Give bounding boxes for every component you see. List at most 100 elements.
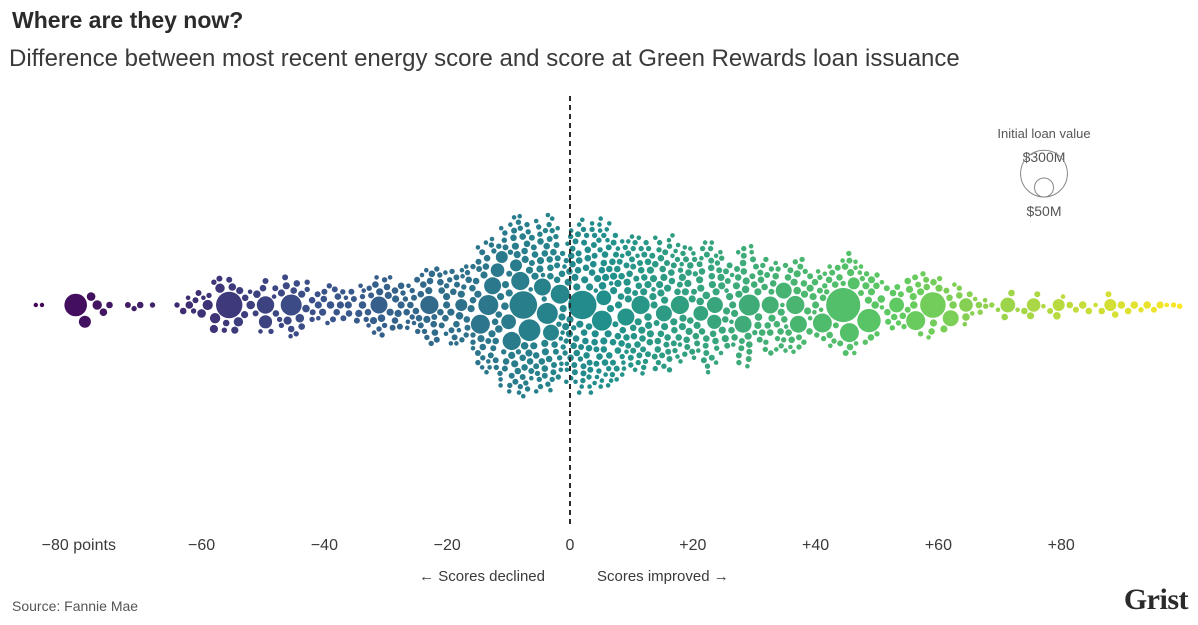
x-tick-label: +40	[802, 537, 829, 554]
loan-bubble	[537, 383, 544, 390]
loan-bubble	[826, 331, 833, 339]
loan-bubble	[538, 358, 546, 365]
loan-bubble	[977, 309, 983, 315]
loan-bubble	[549, 216, 555, 221]
loan-bubble	[775, 282, 792, 299]
loan-bubble	[405, 325, 410, 331]
loan-bubble	[879, 305, 885, 310]
loan-bubble	[584, 254, 592, 262]
loan-bubble	[693, 306, 709, 321]
loan-bubble	[475, 245, 481, 250]
loan-bubble	[430, 320, 438, 328]
loan-bubble	[424, 334, 430, 341]
loan-bubble	[573, 349, 581, 357]
loan-bubble	[758, 329, 766, 336]
loan-bubble	[567, 252, 575, 260]
loan-bubble	[447, 308, 455, 316]
loan-bubble	[619, 353, 625, 360]
loan-bubble	[613, 251, 619, 258]
loan-bubble	[748, 243, 754, 249]
loan-bubble	[574, 266, 582, 274]
loan-bubble	[828, 343, 833, 349]
loan-bubble	[756, 336, 763, 343]
loan-bubble	[707, 264, 715, 272]
loan-bubble	[92, 300, 102, 310]
loan-bubble	[812, 301, 820, 309]
loan-bubble	[423, 315, 431, 323]
loan-bubble	[679, 314, 687, 322]
loan-bubble	[641, 251, 648, 258]
loan-bubble	[1164, 302, 1170, 308]
loan-bubble	[746, 348, 753, 355]
loan-bubble	[705, 369, 711, 375]
loan-bubble	[383, 283, 391, 291]
loan-bubble	[488, 242, 495, 248]
loan-bubble	[750, 281, 758, 288]
loan-bubble	[558, 336, 564, 341]
loan-bubble	[807, 315, 813, 321]
loan-bubble	[149, 302, 156, 308]
loan-bubble	[867, 276, 876, 284]
loan-bubble	[809, 293, 817, 301]
loan-bubble	[930, 278, 937, 286]
loan-bubble	[309, 316, 315, 323]
x-tick-label: −40	[311, 537, 338, 554]
loan-bubble	[402, 296, 409, 302]
loan-bubble	[572, 238, 579, 245]
loan-bubble	[602, 273, 610, 281]
loan-bubble	[629, 324, 637, 332]
loan-bubble	[1021, 307, 1028, 315]
loan-bubble	[613, 365, 620, 372]
loan-bubble	[501, 237, 507, 243]
loan-bubble	[258, 315, 273, 329]
loan-bubble	[474, 350, 481, 356]
loan-bubble	[226, 276, 233, 283]
loan-bubble	[559, 250, 566, 257]
loan-bubble	[787, 267, 794, 274]
loan-bubble	[652, 365, 658, 372]
loan-bubble	[689, 348, 696, 355]
loan-bubble	[530, 342, 538, 350]
loan-bubble	[605, 237, 610, 243]
loan-bubble	[302, 304, 310, 313]
loan-bubble	[895, 320, 902, 326]
loan-bubble	[389, 324, 396, 331]
loan-bubble	[521, 255, 529, 263]
loan-bubble	[464, 324, 471, 331]
loan-bubble	[800, 280, 808, 287]
loan-bubble	[1001, 313, 1008, 321]
loan-bubble	[353, 317, 360, 324]
loan-bubble	[814, 332, 820, 338]
loan-bubble	[589, 221, 595, 226]
loan-bubble	[530, 244, 537, 251]
loan-bubble	[586, 359, 593, 366]
loan-bubble	[816, 287, 823, 294]
loan-bubble	[516, 390, 522, 395]
loan-bubble	[586, 283, 594, 291]
loan-bubble	[585, 323, 593, 330]
loan-bubble	[563, 338, 569, 344]
x-tick-label: −60	[188, 537, 215, 554]
loan-bubble	[761, 283, 768, 291]
loan-bubble	[622, 244, 628, 251]
loan-bubble	[379, 332, 385, 338]
loan-bubble	[889, 297, 904, 313]
loan-bubble	[228, 283, 237, 291]
loan-bubble	[822, 271, 828, 277]
loan-bubble	[528, 368, 535, 374]
loan-bubble	[517, 213, 522, 219]
loan-bubble	[78, 315, 91, 328]
loan-bubble	[501, 281, 510, 289]
loan-bubble	[642, 358, 649, 365]
loan-bubble	[558, 367, 564, 373]
loan-bubble	[469, 296, 477, 304]
loan-bubble	[512, 378, 519, 385]
loan-bubble	[768, 266, 775, 272]
loan-bubble	[728, 326, 735, 334]
loan-bubble	[867, 334, 875, 341]
loan-bubble	[905, 285, 914, 293]
loan-bubble	[438, 322, 445, 329]
loan-bubble	[1143, 301, 1151, 309]
loan-bubble	[579, 384, 584, 389]
loan-bubble	[726, 293, 734, 301]
